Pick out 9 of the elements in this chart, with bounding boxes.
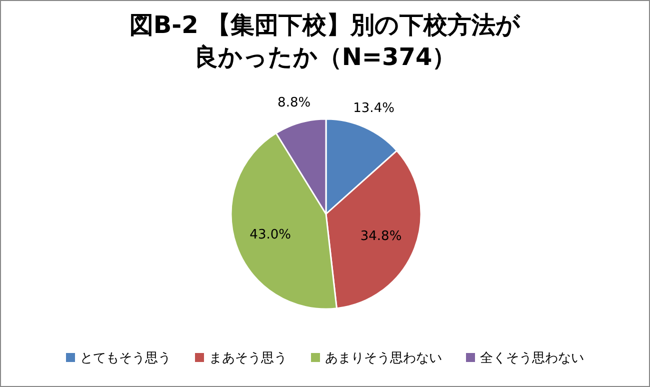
legend-label: あまりそう思わない [325, 351, 442, 366]
data-label: 8.8% [278, 95, 311, 110]
chart-title: 図B-2 【集団下校】別の下校方法が良かったか（N=374） [128, 10, 522, 73]
legend-label: まあそう思う [209, 351, 287, 366]
data-label: 34.8% [360, 228, 402, 244]
data-label: 43.0% [250, 227, 291, 242]
legend-label: 全くそう思わない [480, 351, 584, 366]
data-label: 13.4% [353, 101, 394, 116]
legend-label: とてもそう思う [80, 351, 171, 366]
